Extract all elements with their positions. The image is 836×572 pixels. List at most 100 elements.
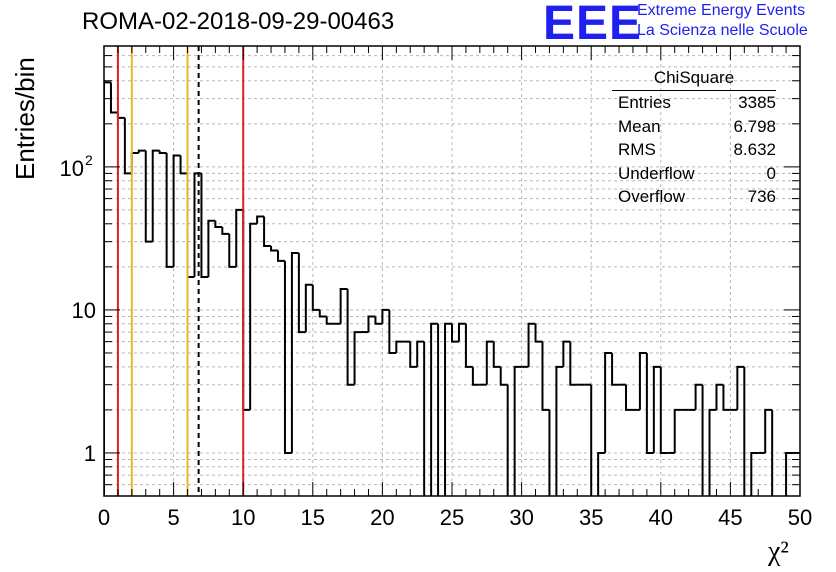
histogram-bin <box>451 323 459 343</box>
histogram-bin <box>430 322 439 496</box>
y-tick-label: 10 <box>72 298 96 323</box>
histogram-bin <box>625 384 633 411</box>
histogram-bin <box>228 233 237 268</box>
histogram-bin <box>367 315 376 333</box>
stats-value: 0 <box>766 163 776 183</box>
histogram-bin <box>638 351 647 410</box>
x-axis-label: χ² <box>768 536 789 567</box>
histogram-bin <box>485 340 494 385</box>
histogram-bin <box>604 351 613 453</box>
x-tick-label: 5 <box>167 505 179 530</box>
histogram-bin <box>409 341 418 368</box>
histogram-bin <box>416 340 425 367</box>
histogram-bin <box>743 366 746 496</box>
histogram-bin <box>597 451 606 496</box>
histogram-bin <box>464 323 473 368</box>
histogram-bin <box>611 352 620 386</box>
histogram-bin <box>652 365 661 453</box>
stats-label: Overflow <box>618 187 686 206</box>
x-tick-label: 30 <box>509 505 533 530</box>
histogram-bin <box>130 152 139 174</box>
histogram-bin <box>694 383 703 410</box>
y-axis-label: Entries/bin <box>10 57 40 180</box>
x-tick-label: 40 <box>649 505 673 530</box>
histogram-bin <box>325 316 334 325</box>
histogram-bin <box>346 289 355 386</box>
histogram-bin <box>381 308 390 324</box>
y-axis-label-box: Entries/bin <box>4 57 44 180</box>
histogram-bin <box>172 154 181 267</box>
stats-label: Underflow <box>618 163 695 183</box>
x-tick-label: 50 <box>788 505 812 530</box>
histogram-bin <box>353 331 362 385</box>
histogram-bin <box>249 222 258 410</box>
histogram-bin <box>708 408 717 496</box>
stats-row-mean: Mean 6.798 <box>612 115 776 139</box>
histogram-bin <box>200 173 209 278</box>
histogram-bin <box>109 82 118 114</box>
histogram-bin <box>750 451 759 496</box>
stats-row-entries: Entries 3385 <box>612 91 776 115</box>
histogram-bin <box>771 409 774 496</box>
histogram-bin <box>388 309 397 354</box>
histogram-bin <box>673 408 682 453</box>
run-title: ROMA-02-2018-09-29-00463 <box>82 8 395 35</box>
histogram-bin <box>423 341 426 496</box>
histogram-bin <box>659 366 668 454</box>
x-tick-label: 45 <box>718 505 742 530</box>
stats-value: 736 <box>747 187 776 206</box>
histogram-bin <box>722 384 731 411</box>
histogram-bin <box>527 322 536 367</box>
x-tick-label: 0 <box>98 505 110 530</box>
histogram-bin <box>569 341 578 386</box>
eee-logo: EEE <box>543 0 643 50</box>
histogram-bin <box>339 288 348 324</box>
histogram-bin <box>645 352 654 454</box>
histogram-bin <box>471 366 480 386</box>
histogram-bin <box>158 150 167 155</box>
histogram-bin <box>207 219 216 277</box>
histogram-bin <box>283 260 292 454</box>
histogram-bin <box>506 384 509 496</box>
histogram-bin <box>151 149 160 242</box>
histogram-bin <box>785 451 794 496</box>
histogram-bin <box>395 340 404 353</box>
histogram-bin <box>179 155 188 175</box>
y-tick-label: 10 <box>60 156 84 181</box>
histogram-bin <box>235 208 244 267</box>
histogram-bin <box>214 220 223 228</box>
stats-label: Entries <box>618 93 671 112</box>
stats-row-rms: RMS 8.632 <box>612 138 776 162</box>
histogram-bin <box>374 316 383 325</box>
histogram-bin <box>311 284 320 311</box>
y-tick-label: 1 <box>84 441 96 466</box>
histogram-bin <box>562 340 571 367</box>
histogram-bin <box>457 322 466 342</box>
histogram-bin <box>304 283 313 333</box>
x-tick-label: 25 <box>440 505 464 530</box>
histogram-bin <box>736 365 745 410</box>
x-tick-label: 20 <box>370 505 394 530</box>
x-tick-label: 10 <box>231 505 255 530</box>
histogram-bin <box>701 384 704 496</box>
histogram-bin <box>277 250 285 262</box>
x-tick-label: 15 <box>301 505 325 530</box>
histogram-bin <box>318 309 327 318</box>
histogram-bin <box>116 112 125 119</box>
marker-lines <box>116 46 245 496</box>
histogram-bin <box>221 226 230 235</box>
histogram-bin <box>590 384 593 496</box>
histogram-bin <box>499 366 508 386</box>
stats-label: Mean <box>618 116 661 136</box>
stats-title: ChiSquare <box>612 66 776 91</box>
histogram-bin <box>764 408 773 453</box>
histogram-bin <box>548 409 551 496</box>
x-tick-label: 35 <box>579 505 603 530</box>
histogram-bin <box>144 150 153 243</box>
histogram-bin <box>290 251 299 453</box>
histogram-bin <box>256 215 265 224</box>
histogram-bin <box>444 322 452 496</box>
stats-value: 3385 <box>738 93 776 112</box>
